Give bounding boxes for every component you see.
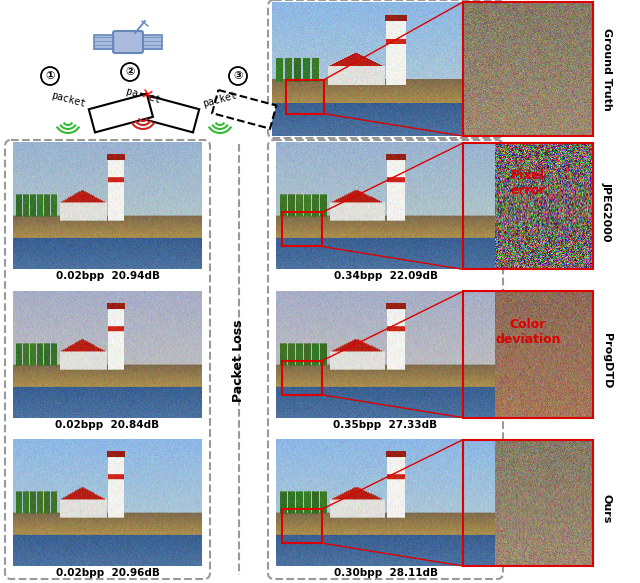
Text: JPEG2000: JPEG2000: [602, 182, 612, 242]
Bar: [282, 361, 322, 395]
Text: 0.02bpp  20.96dB: 0.02bpp 20.96dB: [56, 568, 159, 578]
Bar: [94, 35, 114, 49]
FancyBboxPatch shape: [89, 94, 153, 132]
Bar: [286, 80, 324, 114]
Circle shape: [41, 67, 59, 85]
Text: ProgDTD: ProgDTD: [602, 333, 612, 388]
Circle shape: [229, 67, 247, 85]
Text: 0.02bpp  20.94dB: 0.02bpp 20.94dB: [56, 271, 159, 282]
Text: pa  et: pa et: [125, 87, 161, 106]
FancyBboxPatch shape: [212, 90, 276, 129]
FancyBboxPatch shape: [268, 140, 503, 579]
Text: Color
deviation: Color deviation: [495, 318, 561, 346]
Bar: [282, 212, 322, 247]
Text: ②: ②: [125, 67, 134, 77]
Text: Ours: Ours: [602, 494, 612, 524]
Text: Packet Loss: Packet Loss: [232, 319, 246, 402]
Text: 0.34bpp  22.09dB: 0.34bpp 22.09dB: [333, 271, 438, 282]
Circle shape: [121, 63, 139, 81]
Text: ✕: ✕: [138, 86, 154, 104]
Text: ③: ③: [234, 71, 243, 81]
FancyBboxPatch shape: [113, 31, 143, 53]
Bar: [463, 292, 593, 417]
Text: packet: packet: [202, 90, 238, 110]
FancyBboxPatch shape: [135, 94, 199, 132]
Text: ①: ①: [45, 71, 54, 81]
Bar: [142, 35, 162, 49]
Bar: [463, 2, 593, 136]
Text: 0.30bpp  28.11dB: 0.30bpp 28.11dB: [333, 568, 438, 578]
Bar: [463, 440, 593, 566]
Text: packet: packet: [50, 90, 86, 110]
FancyBboxPatch shape: [5, 140, 210, 579]
Bar: [282, 509, 322, 543]
Text: 0.35bpp  27.33dB: 0.35bpp 27.33dB: [333, 420, 438, 430]
Text: Pixel
error: Pixel error: [510, 170, 546, 198]
FancyBboxPatch shape: [268, 0, 503, 138]
Bar: [463, 143, 593, 269]
Text: 0.02bpp  20.84dB: 0.02bpp 20.84dB: [56, 420, 159, 430]
Text: Ground Truth: Ground Truth: [602, 27, 612, 110]
